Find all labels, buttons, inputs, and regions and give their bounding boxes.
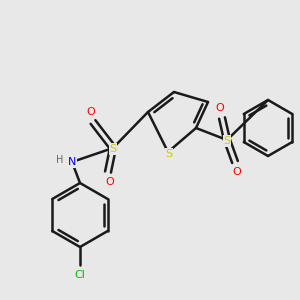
Text: O: O — [216, 103, 224, 113]
Text: S: S — [224, 136, 231, 146]
Text: N: N — [68, 157, 76, 167]
Text: H: H — [56, 155, 64, 165]
Text: S: S — [165, 149, 172, 159]
Text: S: S — [110, 144, 117, 154]
Text: O: O — [232, 167, 242, 177]
Text: Cl: Cl — [75, 270, 86, 280]
Text: O: O — [106, 177, 114, 187]
Text: O: O — [87, 107, 95, 117]
